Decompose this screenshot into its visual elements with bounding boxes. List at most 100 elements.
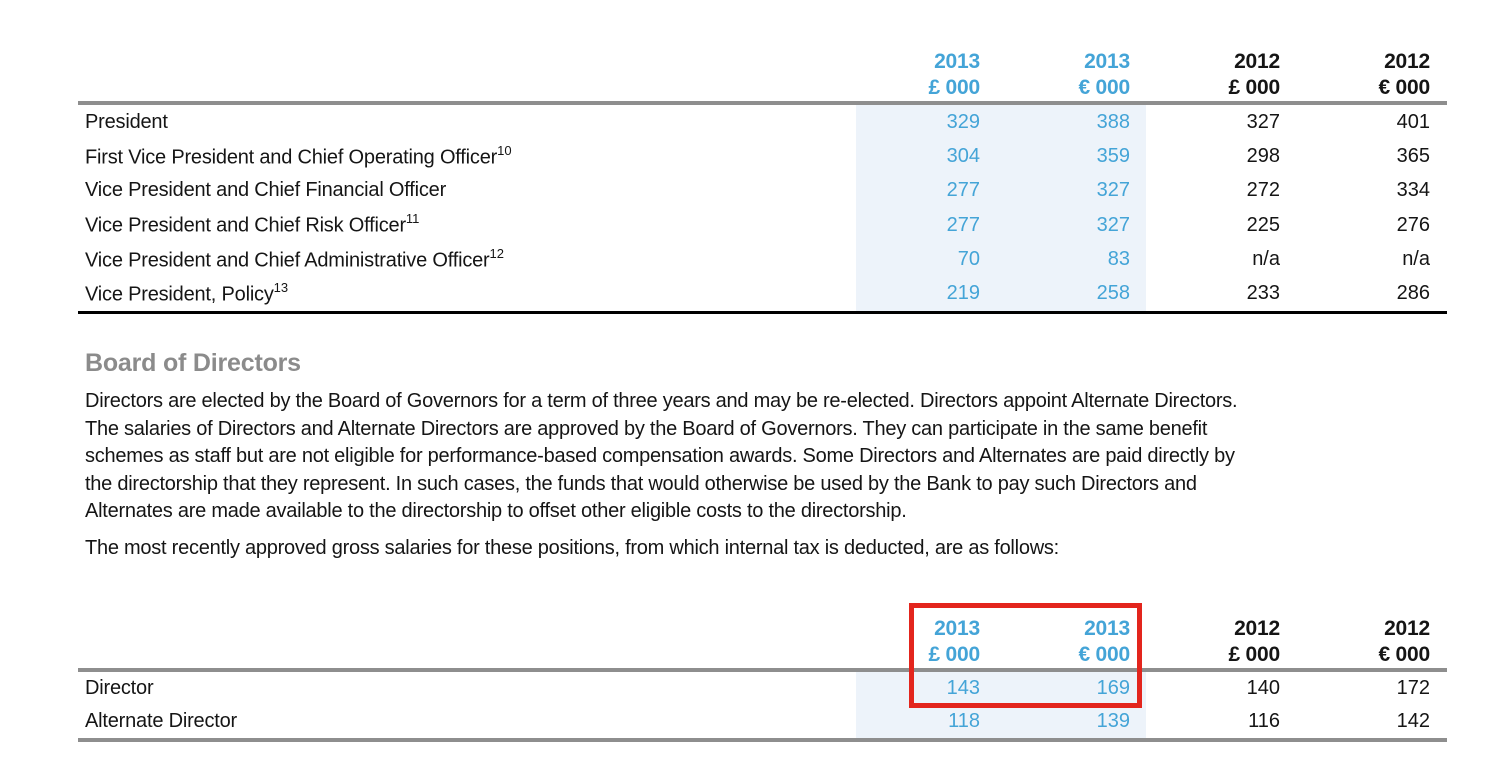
row-label: President (78, 111, 830, 134)
value-cell: 327 (1246, 110, 1280, 133)
footnote-reference: 12 (489, 245, 504, 261)
table-row: Vice President and Chief Financial Offic… (78, 174, 1447, 208)
column-header: 2013 £ 000 (830, 612, 980, 668)
value-cell: 172 (1396, 677, 1430, 699)
column-header-year: 2012 (1234, 617, 1280, 640)
footnote-reference: 13 (273, 279, 289, 295)
table-body: Director 143 169 140 172 Alternate Director 11… (78, 672, 1447, 738)
highlight-band-2013 (856, 105, 1146, 311)
value-cell: 388 (1096, 110, 1130, 133)
value-cell: 327 (1096, 213, 1130, 236)
value-cell: 298 (1246, 144, 1280, 167)
row-label-text: First Vice President and Chief Operating… (85, 146, 498, 169)
value-cell: 233 (1246, 282, 1280, 305)
column-header-spacer (78, 612, 830, 668)
column-header-year: 2012 (1384, 617, 1430, 640)
column-header-year: 2012 (1384, 50, 1430, 73)
value-cell: 225 (1246, 213, 1280, 236)
column-header-year: 2012 (1234, 50, 1280, 73)
value-cell: 139 (1096, 710, 1130, 732)
table-row: First Vice President and Chief Operating… (78, 139, 1447, 173)
column-header-year: 2013 (1084, 50, 1130, 73)
value-cell: 169 (1096, 677, 1130, 699)
header-rule (78, 668, 1447, 672)
value-cell: 140 (1246, 677, 1280, 699)
column-header: 2013 € 000 (980, 612, 1130, 668)
column-header-unit: £ 000 (928, 76, 980, 99)
table-row: Vice President, Policy13 219 258 233 286 (78, 276, 1447, 310)
column-header: 2013 £ 000 (830, 45, 980, 101)
value-cell: 276 (1396, 213, 1430, 236)
value-cell: n/a (1252, 247, 1280, 270)
row-label-text: Vice President and Chief Administrative … (85, 249, 490, 272)
row-label: Director (78, 677, 830, 700)
row-label: First Vice President and Chief Operating… (78, 142, 830, 170)
table-row: Vice President and Chief Risk Officer11 2… (78, 208, 1447, 242)
row-label-text: Vice President and Chief Financial Offic… (85, 179, 447, 202)
bottom-rule (78, 310, 1447, 314)
value-cell: n/a (1402, 247, 1430, 270)
column-header-unit: € 000 (1378, 643, 1430, 666)
column-header-year: 2013 (934, 617, 980, 640)
section-heading: Board of Directors (85, 349, 301, 377)
value-cell: 272 (1246, 179, 1280, 202)
table-row: President 329 388 327 401 (78, 105, 1447, 139)
column-header-spacer (78, 45, 830, 101)
table-header-row: 2013 £ 000 2013 € 000 2012 £ 000 2012 € 000 (78, 612, 1447, 668)
column-header-unit: € 000 (1078, 643, 1130, 666)
column-header: 2012 € 000 (1280, 612, 1430, 668)
column-header-unit: € 000 (1378, 76, 1430, 99)
value-cell: 277 (946, 213, 980, 236)
column-header: 2012 £ 000 (1130, 612, 1280, 668)
officers-salary-table: 2013 £ 000 2013 € 000 2012 £ 000 2012 € 000 Pre… (78, 45, 1447, 314)
annotation-highlight-box (909, 603, 1142, 708)
column-header: 2013 € 000 (980, 45, 1130, 101)
value-cell: 365 (1396, 144, 1430, 167)
row-label-text: President (85, 110, 168, 133)
column-header: 2012 £ 000 (1130, 45, 1280, 101)
row-label: Vice President, Policy13 (78, 279, 830, 307)
value-cell: 116 (1248, 710, 1280, 732)
row-label: Vice President and Chief Risk Officer11 (78, 211, 830, 238)
value-cell: 327 (1096, 179, 1130, 202)
table-body: President 329 388 327 401 First Vice Presiden… (78, 105, 1447, 311)
value-cell: 70 (957, 247, 980, 270)
table-header-row: 2013 £ 000 2013 € 000 2012 £ 000 2012 € 000 (78, 45, 1447, 101)
value-cell: 277 (946, 179, 980, 202)
value-cell: 219 (946, 282, 980, 305)
table-row: Alternate Director 118 139 116 142 (78, 705, 1447, 738)
column-header-unit: £ 000 (1228, 643, 1280, 666)
column-header-unit: € 000 (1078, 76, 1130, 99)
value-cell: 329 (946, 110, 980, 133)
row-label-text: Director (85, 677, 154, 699)
column-header-unit: £ 000 (1228, 76, 1280, 99)
value-cell: 83 (1107, 247, 1130, 270)
row-label-text: Alternate Director (85, 710, 238, 732)
value-cell: 304 (946, 144, 980, 167)
header-rule (78, 101, 1447, 105)
column-header-year: 2013 (934, 50, 980, 73)
body-paragraph: Directors are elected by the Board of Go… (85, 390, 1238, 523)
value-cell: 258 (1096, 282, 1130, 305)
value-cell: 359 (1096, 144, 1130, 167)
row-label: Vice President and Chief Administrative … (78, 245, 830, 273)
column-header: 2012 € 000 (1280, 45, 1430, 101)
row-label: Alternate Director (78, 710, 830, 733)
intro-paragraph: The most recently approved gross salarie… (85, 537, 1059, 559)
value-cell: 334 (1396, 179, 1430, 202)
footnote-reference: 11 (405, 211, 420, 227)
value-cell: 286 (1396, 282, 1430, 305)
row-label-text: Vice President, Policy (85, 283, 274, 306)
value-cell: 118 (948, 710, 980, 732)
row-label-text: Vice President and Chief Risk Officer (85, 214, 406, 237)
row-label: Vice President and Chief Financial Offic… (78, 179, 830, 202)
value-cell: 401 (1396, 110, 1430, 133)
directors-salary-table: 2013 £ 000 2013 € 000 2012 £ 000 2012 € 000 Dir… (78, 612, 1447, 742)
column-header-year: 2013 (1084, 617, 1130, 640)
column-header-unit: £ 000 (928, 643, 980, 666)
bottom-rule (78, 738, 1447, 742)
table-row: Vice President and Chief Administrative … (78, 242, 1447, 276)
value-cell: 143 (946, 677, 980, 699)
footnote-reference: 10 (497, 142, 512, 158)
